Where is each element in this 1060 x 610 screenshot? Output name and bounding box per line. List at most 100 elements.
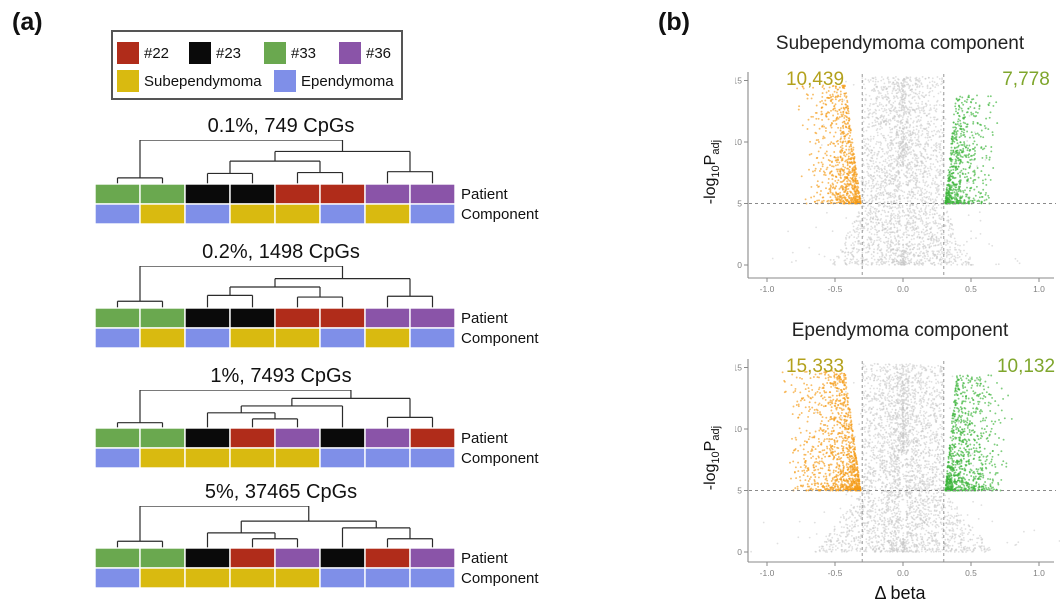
heatmap-cell-patient bbox=[229, 307, 276, 329]
x-axis-label: Δ beta bbox=[874, 583, 926, 603]
clustergram-block-2: 1%, 7493 CpGs Patient Component bbox=[85, 364, 560, 470]
heatmap-cell-component bbox=[409, 567, 456, 589]
x-tick-label: 1.0 bbox=[1033, 568, 1045, 578]
row-label-component: Component bbox=[461, 570, 539, 587]
legend-swatch-33 bbox=[264, 42, 286, 64]
heatmap-cell-component bbox=[139, 447, 186, 469]
axes bbox=[747, 72, 1054, 279]
heatmap-cell-component bbox=[274, 447, 321, 469]
legend-label-ependymoma: Ependymoma bbox=[301, 72, 394, 90]
heatmap-cell-component bbox=[184, 203, 231, 225]
ylabel-p: P bbox=[701, 440, 719, 452]
heatmap-cell-component bbox=[229, 447, 276, 469]
hypo-count-label: 10,132 bbox=[997, 356, 1055, 377]
dendrogram-lines bbox=[116, 266, 434, 308]
legend-label-22: #22 bbox=[144, 44, 170, 62]
panel-a-label: (a) bbox=[12, 8, 43, 36]
legend-item-patient-33: #33 bbox=[264, 42, 316, 64]
heatmap-cell-patient bbox=[95, 427, 141, 449]
heatmap-cell-patient bbox=[95, 307, 141, 329]
ylabel-log: -log bbox=[701, 463, 719, 491]
heatmap-cell-component bbox=[184, 327, 231, 349]
heatmap-cell-patient bbox=[229, 427, 276, 449]
row-label-component: Component bbox=[461, 206, 539, 223]
heatmap-cell-patient bbox=[229, 183, 276, 205]
dendrogram-heatmap: Patient Component bbox=[95, 266, 539, 349]
hypo-count-label: 7,778 bbox=[1002, 69, 1050, 90]
clustergram-block-0: 0.1%, 749 CpGs Patient Component bbox=[85, 114, 560, 226]
ylabel-base: 10 bbox=[710, 165, 723, 178]
heatmap-cell-component bbox=[229, 567, 276, 589]
heatmap-cell-patient bbox=[139, 183, 186, 205]
row-label-patient: Patient bbox=[461, 310, 509, 327]
patient-row bbox=[95, 547, 456, 569]
heatmap-cell-patient bbox=[319, 427, 366, 449]
legend-label-subependymoma: Subependymoma bbox=[144, 72, 262, 90]
heatmap-cell-patient bbox=[184, 307, 231, 329]
volcano-plot-subependymoma: 0 5 10 15 -1.0 -0.5 0.0 0.5 1.0 10,439 7,778 bbox=[735, 69, 1056, 294]
heatmap-cell-component bbox=[364, 327, 411, 349]
scatter-points bbox=[750, 362, 1060, 553]
legend: #22 #23 #33 #36 Subependymoma Ependymoma bbox=[111, 30, 403, 100]
row-label-component: Component bbox=[461, 330, 539, 347]
heatmap-cell-patient bbox=[184, 427, 231, 449]
heatmap-cell-patient bbox=[139, 427, 186, 449]
x-tick-label: 0.0 bbox=[897, 568, 909, 578]
heatmap-cell-component bbox=[319, 567, 366, 589]
heatmap-cell-patient bbox=[139, 547, 186, 569]
threshold-lines bbox=[749, 74, 1056, 278]
legend-item-patient-36: #36 bbox=[339, 42, 391, 64]
heatmap-cell-component bbox=[95, 327, 141, 349]
y-tick-label: 10 bbox=[735, 424, 742, 434]
heatmap-cell-component bbox=[319, 327, 366, 349]
heatmap-cell-component bbox=[409, 327, 456, 349]
legend-item-ependymoma: Ependymoma bbox=[274, 70, 394, 92]
clustergram-title: 0.1%, 749 CpGs bbox=[207, 115, 355, 137]
heatmap-cell-component bbox=[95, 203, 141, 225]
dendrogram-lines bbox=[116, 140, 434, 184]
heatmap-cell-patient bbox=[139, 307, 186, 329]
heatmap-cell-patient bbox=[409, 307, 456, 329]
heatmap-cell-component bbox=[184, 447, 231, 469]
scatter-points bbox=[771, 76, 1021, 266]
dendrogram-heatmap: Patient Component bbox=[95, 140, 539, 225]
heatmap-cell-component bbox=[274, 567, 321, 589]
heatmap-cell-patient bbox=[274, 547, 321, 569]
heatmap-cell-patient bbox=[409, 427, 456, 449]
legend-item-subependymoma: Subependymoma bbox=[117, 70, 262, 92]
dendrogram-heatmap: Patient Component bbox=[95, 506, 539, 589]
legend-swatch-subependymoma bbox=[117, 70, 139, 92]
heatmap-cell-component bbox=[184, 567, 231, 589]
y-tick-label: 0 bbox=[737, 260, 742, 270]
heatmap-cell-component bbox=[229, 203, 276, 225]
legend-label-23: #23 bbox=[216, 44, 242, 62]
heatmap-cell-component bbox=[229, 327, 276, 349]
heatmap-cell-component bbox=[139, 567, 186, 589]
heatmap-cell-patient bbox=[319, 183, 366, 205]
legend-item-patient-23: #23 bbox=[189, 42, 241, 64]
component-row bbox=[95, 203, 456, 225]
hyper-count-label: 15,333 bbox=[786, 356, 844, 377]
heatmap-cell-patient bbox=[364, 307, 411, 329]
hyper-count-label: 10,439 bbox=[786, 69, 844, 90]
patient-row bbox=[95, 183, 456, 205]
dendrogram-lines bbox=[116, 506, 434, 548]
clustergram-title: 1%, 7493 CpGs bbox=[210, 365, 352, 387]
heatmap-cell-component bbox=[139, 327, 186, 349]
x-tick-label: -0.5 bbox=[828, 568, 843, 578]
heatmap-cell-patient bbox=[319, 307, 366, 329]
heatmap-cell-patient bbox=[184, 547, 231, 569]
heatmap-cell-patient bbox=[364, 183, 411, 205]
legend-swatch-36 bbox=[339, 42, 361, 64]
heatmap-cell-patient bbox=[95, 183, 141, 205]
heatmap-cell-patient bbox=[319, 547, 366, 569]
row-label-component: Component bbox=[461, 450, 539, 467]
component-row bbox=[95, 567, 456, 589]
tick-labels: 0 5 10 15 -1.0 -0.5 0.0 0.5 1.0 bbox=[735, 363, 1045, 579]
panel-b-label: (b) bbox=[658, 8, 690, 36]
clustergram-block-3: 5%, 37465 CpGs Patient Component bbox=[85, 480, 560, 590]
heatmap-cell-component bbox=[95, 447, 141, 469]
x-tick-label: 0.5 bbox=[965, 284, 977, 294]
legend-swatch-22 bbox=[117, 42, 139, 64]
